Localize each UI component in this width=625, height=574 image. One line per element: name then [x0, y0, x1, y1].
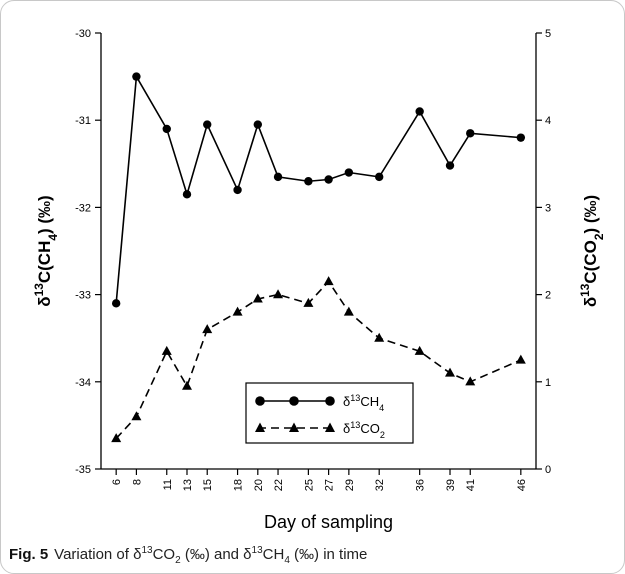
data-point: [202, 324, 213, 334]
data-point: [465, 376, 476, 386]
data-point: [233, 185, 242, 195]
legend-marker: [255, 422, 265, 432]
x-tick-label: 20: [253, 479, 265, 491]
legend-marker: [289, 396, 299, 406]
right-y-tick-label: 3: [545, 202, 551, 214]
data-point: [304, 177, 313, 186]
data-point: [466, 129, 475, 138]
x-tick-label: 32: [374, 479, 386, 491]
data-point: [324, 175, 333, 184]
x-tick-label: 18: [233, 479, 245, 491]
right-y-tick-label: 5: [545, 28, 551, 40]
left-y-tick-label: -32: [75, 202, 91, 214]
data-point: [273, 289, 284, 299]
data-point: [516, 133, 526, 142]
series-line: [115, 280, 522, 440]
data-point: [161, 345, 172, 355]
data-point: [323, 276, 334, 286]
left-y-ticks: -35 -34 -33 -32 -31 -30: [75, 28, 101, 476]
right-y-tick-label: 0: [545, 464, 551, 476]
data-point: [374, 332, 385, 342]
data-point: [445, 161, 455, 170]
x-tick-label: 39: [445, 479, 457, 491]
x-tick-label: 27: [324, 479, 336, 491]
legend-marker: [289, 422, 299, 432]
data-point: [252, 293, 263, 303]
data-point: [132, 72, 141, 81]
x-tick-label: 25: [303, 479, 315, 491]
x-tick-label: 6: [111, 479, 123, 485]
left-y-tick-label: -35: [75, 464, 91, 476]
x-ticks: 6 8 11 13 15 18 20 22 25 27 29 32 36 39 41 46: [111, 469, 528, 491]
right-y-tick-label: 4: [545, 115, 551, 127]
series-co2: [111, 276, 526, 443]
x-tick-label: 41: [465, 479, 477, 491]
x-tick-label: 15: [202, 479, 214, 491]
x-tick-label: 8: [131, 479, 143, 485]
data-point: [131, 411, 142, 421]
legend-box: [245, 382, 414, 444]
caption-text: Variation of δ13CO2 (‰) and δ13CH4 (‰) i…: [54, 545, 368, 566]
right-y-ticks: 0 1 2 3 4 5: [536, 28, 551, 476]
left-y-tick-label: -30: [75, 28, 91, 40]
x-tick-label: 29: [344, 479, 356, 491]
left-y-tick-label: -33: [75, 290, 91, 302]
x-tick-label: 11: [162, 479, 174, 490]
data-point: [303, 297, 314, 307]
data-point: [162, 124, 171, 134]
figure-caption: Fig. 5 Variation of δ13CO2 (‰) and δ13CH4…: [9, 545, 367, 566]
right-y-tick-label: 2: [545, 290, 551, 302]
data-point: [111, 433, 122, 443]
right-y-axis-label: δ13C(CO2) (‰): [578, 195, 606, 307]
legend-label: δ13CH4: [343, 393, 384, 413]
legend-label: δ13CO2: [343, 420, 385, 440]
data-point: [414, 345, 425, 355]
series-line: [115, 74, 521, 304]
right-y-tick-label: 1: [545, 377, 551, 389]
data-point: [343, 306, 354, 316]
x-tick-label: 46: [516, 479, 528, 491]
x-axis-label: Day of sampling: [264, 512, 393, 532]
data-point: [374, 172, 384, 182]
data-point: [203, 120, 212, 129]
legend-marker: [325, 396, 335, 406]
x-tick-label: 36: [415, 479, 427, 491]
data-point: [415, 107, 424, 116]
legend-marker: [255, 396, 265, 406]
series-ch4: [111, 72, 526, 308]
left-y-tick-label: -31: [75, 115, 91, 127]
x-tick-label: 22: [273, 479, 285, 491]
data-point: [232, 306, 243, 316]
data-point: [515, 354, 526, 364]
left-y-axis-label: δ13C(CH4) (‰): [32, 195, 60, 306]
data-point: [182, 190, 192, 199]
legend: δ13CH4 δ13CO2: [245, 382, 414, 444]
data-point: [253, 120, 263, 129]
caption-label: Fig. 5: [9, 546, 49, 563]
data-point: [181, 380, 192, 390]
data-point: [344, 168, 354, 177]
left-y-tick-label: -34: [75, 377, 91, 389]
dual-axis-line-chart: -35 -34 -33 -32 -31 -30 0 1 2 3 4 5 6 8 11 13 15 18 20 22 25…: [32, 28, 606, 532]
data-point: [273, 172, 283, 182]
legend-marker: [325, 422, 335, 432]
data-point: [445, 367, 456, 377]
x-tick-label: 13: [182, 479, 194, 491]
data-point: [111, 299, 121, 308]
